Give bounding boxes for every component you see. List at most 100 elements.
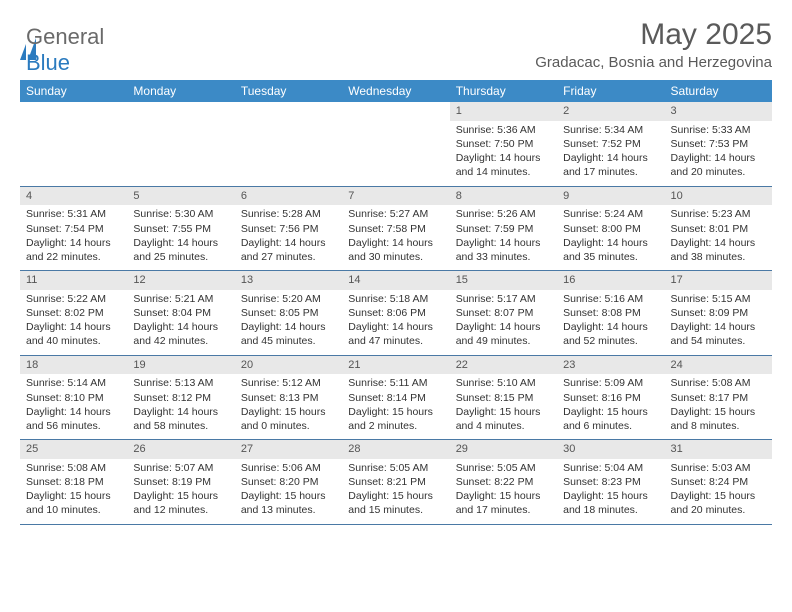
calendar-cell: 1Sunrise: 5:36 AMSunset: 7:50 PMDaylight… [450, 102, 557, 186]
daylight-text: Daylight: 14 hours [671, 236, 766, 250]
daylight-text: Daylight: 15 hours [348, 489, 443, 503]
day-body: Sunrise: 5:16 AMSunset: 8:08 PMDaylight:… [557, 290, 664, 355]
calendar-cell [235, 102, 342, 186]
day-number: 14 [342, 271, 449, 290]
calendar-cell: 6Sunrise: 5:28 AMSunset: 7:56 PMDaylight… [235, 187, 342, 271]
sunrise-text: Sunrise: 5:11 AM [348, 376, 443, 390]
day-number: 12 [127, 271, 234, 290]
sunrise-text: Sunrise: 5:04 AM [563, 461, 658, 475]
sunset-text: Sunset: 8:18 PM [26, 475, 121, 489]
weekday-header: Monday [127, 80, 234, 102]
calendar-cell: 4Sunrise: 5:31 AMSunset: 7:54 PMDaylight… [20, 187, 127, 271]
day-body: Sunrise: 5:17 AMSunset: 8:07 PMDaylight:… [450, 290, 557, 355]
daylight-text: and 14 minutes. [456, 165, 551, 179]
daylight-text: Daylight: 14 hours [133, 405, 228, 419]
day-body: Sunrise: 5:09 AMSunset: 8:16 PMDaylight:… [557, 374, 664, 439]
calendar-cell: 7Sunrise: 5:27 AMSunset: 7:58 PMDaylight… [342, 187, 449, 271]
daylight-text: and 42 minutes. [133, 334, 228, 348]
day-number: 31 [665, 440, 772, 459]
daylight-text: and 17 minutes. [563, 165, 658, 179]
day-number: 30 [557, 440, 664, 459]
sunset-text: Sunset: 8:20 PM [241, 475, 336, 489]
sunrise-text: Sunrise: 5:07 AM [133, 461, 228, 475]
daylight-text: Daylight: 15 hours [241, 405, 336, 419]
sunset-text: Sunset: 8:04 PM [133, 306, 228, 320]
day-number: 29 [450, 440, 557, 459]
calendar-cell: 11Sunrise: 5:22 AMSunset: 8:02 PMDayligh… [20, 271, 127, 355]
calendar-cell: 24Sunrise: 5:08 AMSunset: 8:17 PMDayligh… [665, 356, 772, 440]
sunset-text: Sunset: 8:12 PM [133, 391, 228, 405]
day-body: Sunrise: 5:27 AMSunset: 7:58 PMDaylight:… [342, 205, 449, 270]
daylight-text: Daylight: 14 hours [456, 151, 551, 165]
sunrise-text: Sunrise: 5:23 AM [671, 207, 766, 221]
day-body: Sunrise: 5:15 AMSunset: 8:09 PMDaylight:… [665, 290, 772, 355]
sunrise-text: Sunrise: 5:20 AM [241, 292, 336, 306]
calendar-cell [127, 102, 234, 186]
daylight-text: Daylight: 15 hours [563, 405, 658, 419]
calendar-row: 1Sunrise: 5:36 AMSunset: 7:50 PMDaylight… [20, 102, 772, 187]
calendar-cell [20, 102, 127, 186]
daylight-text: Daylight: 14 hours [241, 236, 336, 250]
daylight-text: and 4 minutes. [456, 419, 551, 433]
sunset-text: Sunset: 8:17 PM [671, 391, 766, 405]
daylight-text: Daylight: 15 hours [563, 489, 658, 503]
day-body: Sunrise: 5:30 AMSunset: 7:55 PMDaylight:… [127, 205, 234, 270]
day-body: Sunrise: 5:07 AMSunset: 8:19 PMDaylight:… [127, 459, 234, 524]
calendar-cell: 20Sunrise: 5:12 AMSunset: 8:13 PMDayligh… [235, 356, 342, 440]
calendar-row: 18Sunrise: 5:14 AMSunset: 8:10 PMDayligh… [20, 356, 772, 441]
day-body: Sunrise: 5:05 AMSunset: 8:22 PMDaylight:… [450, 459, 557, 524]
weekday-header: Friday [557, 80, 664, 102]
sunset-text: Sunset: 7:52 PM [563, 137, 658, 151]
sunrise-text: Sunrise: 5:05 AM [456, 461, 551, 475]
logo: General Blue [20, 24, 104, 76]
daylight-text: and 40 minutes. [26, 334, 121, 348]
calendar-cell: 30Sunrise: 5:04 AMSunset: 8:23 PMDayligh… [557, 440, 664, 524]
daylight-text: Daylight: 14 hours [133, 236, 228, 250]
daylight-text: and 17 minutes. [456, 503, 551, 517]
sunrise-text: Sunrise: 5:14 AM [26, 376, 121, 390]
daylight-text: Daylight: 15 hours [671, 405, 766, 419]
day-body: Sunrise: 5:23 AMSunset: 8:01 PMDaylight:… [665, 205, 772, 270]
logo-text-general: General [26, 24, 104, 49]
calendar-row: 25Sunrise: 5:08 AMSunset: 8:18 PMDayligh… [20, 440, 772, 525]
calendar-cell: 31Sunrise: 5:03 AMSunset: 8:24 PMDayligh… [665, 440, 772, 524]
calendar-row: 4Sunrise: 5:31 AMSunset: 7:54 PMDaylight… [20, 187, 772, 272]
daylight-text: and 47 minutes. [348, 334, 443, 348]
calendar-cell: 23Sunrise: 5:09 AMSunset: 8:16 PMDayligh… [557, 356, 664, 440]
location-subtitle: Gradacac, Bosnia and Herzegovina [535, 54, 772, 71]
day-body: Sunrise: 5:08 AMSunset: 8:18 PMDaylight:… [20, 459, 127, 524]
weekday-header-row: Sunday Monday Tuesday Wednesday Thursday… [20, 80, 772, 102]
sunrise-text: Sunrise: 5:22 AM [26, 292, 121, 306]
daylight-text: and 22 minutes. [26, 250, 121, 264]
day-body: Sunrise: 5:28 AMSunset: 7:56 PMDaylight:… [235, 205, 342, 270]
day-number: 21 [342, 356, 449, 375]
daylight-text: and 38 minutes. [671, 250, 766, 264]
calendar-cell: 25Sunrise: 5:08 AMSunset: 8:18 PMDayligh… [20, 440, 127, 524]
day-body: Sunrise: 5:21 AMSunset: 8:04 PMDaylight:… [127, 290, 234, 355]
day-body: Sunrise: 5:13 AMSunset: 8:12 PMDaylight:… [127, 374, 234, 439]
daylight-text: and 20 minutes. [671, 165, 766, 179]
sunset-text: Sunset: 7:59 PM [456, 222, 551, 236]
day-number: 6 [235, 187, 342, 206]
day-number: 9 [557, 187, 664, 206]
day-number: 18 [20, 356, 127, 375]
day-number: 25 [20, 440, 127, 459]
sunrise-text: Sunrise: 5:21 AM [133, 292, 228, 306]
sunrise-text: Sunrise: 5:34 AM [563, 123, 658, 137]
sunrise-text: Sunrise: 5:30 AM [133, 207, 228, 221]
sunrise-text: Sunrise: 5:15 AM [671, 292, 766, 306]
sunset-text: Sunset: 8:24 PM [671, 475, 766, 489]
daylight-text: Daylight: 14 hours [241, 320, 336, 334]
day-number: 24 [665, 356, 772, 375]
calendar-cell: 2Sunrise: 5:34 AMSunset: 7:52 PMDaylight… [557, 102, 664, 186]
sunrise-text: Sunrise: 5:16 AM [563, 292, 658, 306]
daylight-text: Daylight: 14 hours [26, 236, 121, 250]
day-body: Sunrise: 5:20 AMSunset: 8:05 PMDaylight:… [235, 290, 342, 355]
day-number: 4 [20, 187, 127, 206]
page-header: General Blue May 2025 Gradacac, Bosnia a… [20, 18, 772, 76]
sunset-text: Sunset: 8:08 PM [563, 306, 658, 320]
sunset-text: Sunset: 7:56 PM [241, 222, 336, 236]
daylight-text: Daylight: 15 hours [26, 489, 121, 503]
title-block: May 2025 Gradacac, Bosnia and Herzegovin… [535, 18, 772, 71]
calendar-cell: 15Sunrise: 5:17 AMSunset: 8:07 PMDayligh… [450, 271, 557, 355]
